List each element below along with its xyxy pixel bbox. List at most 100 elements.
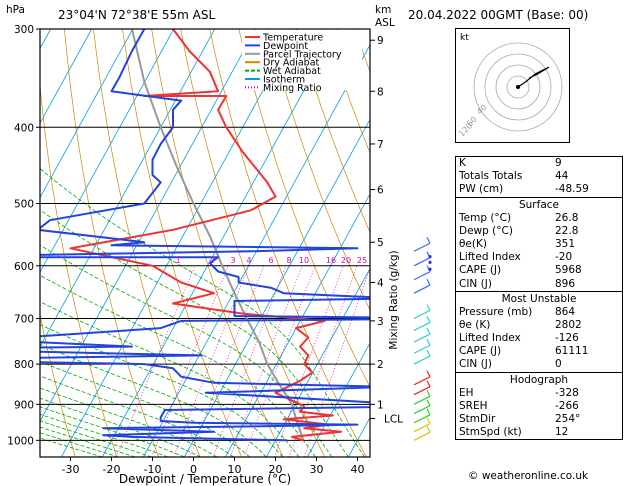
most-unstable-section: Most Unstable Pressure (mb) 864 θe (K) 280…	[456, 290, 622, 372]
wind-barb-flag	[426, 349, 431, 357]
wind-dot	[428, 254, 432, 259]
pressure-tick-label: 1000	[7, 435, 34, 447]
surface-label: CAPE (J)	[459, 264, 502, 277]
surface-value: 5968	[555, 264, 582, 277]
dry-adiabat-line	[325, 29, 370, 154]
hodograph-panel: kt 40 60 120	[455, 28, 570, 143]
mu-label: θe (K)	[459, 318, 491, 331]
surface-value: 351	[555, 237, 576, 250]
isotherm-line	[40, 29, 175, 273]
mixing-ratio-label: 25	[357, 256, 367, 265]
surface-row: Dewp (°C) 22.8	[456, 225, 622, 238]
surface-value: 896	[555, 277, 576, 290]
hodograph-unit-label: kt	[460, 33, 469, 43]
temperature-tick-label: -30	[62, 463, 80, 476]
surface-label: θe(K)	[459, 237, 487, 250]
pressure-tick-label: 900	[14, 399, 34, 411]
km-tick-label: 1	[377, 399, 384, 411]
surface-row: θe(K) 351	[456, 238, 622, 251]
mu-label: CAPE (J)	[459, 345, 502, 358]
wind-barb-flag	[426, 327, 431, 335]
mu-value: -126	[555, 332, 579, 345]
wind-barb	[413, 431, 431, 441]
mixing-ratio-line	[212, 265, 287, 457]
surface-row: Temp (°C) 26.8	[456, 212, 622, 225]
mixing-ratio-label: 10	[299, 256, 309, 265]
mu-row: CIN (J) 0	[456, 358, 622, 371]
dry-adiabat-line	[238, 29, 370, 388]
wet-adiabat-line	[40, 361, 251, 457]
isotherm-line	[40, 29, 93, 124]
hodograph-section: Hodograph EH -328 SREH -266 StmDir 254° Stm…	[456, 371, 622, 440]
mixing-ratio-label: 16	[326, 256, 336, 265]
wet-adiabat-line	[40, 324, 284, 457]
wind-barb	[413, 344, 431, 354]
mu-row: CAPE (J) 61111	[456, 345, 622, 358]
mixing-ratio-line	[288, 265, 358, 457]
wind-barb	[413, 333, 431, 343]
surface-title: Surface	[518, 198, 559, 211]
hodograph-ring-label: 40	[475, 103, 489, 117]
hodograph-title: Hodograph	[509, 373, 569, 386]
totals-row: Totals Totals 44	[456, 170, 622, 183]
mu-label: Lifted Index	[459, 332, 521, 345]
wind-barb-flag	[426, 417, 431, 424]
surface-value: -20	[555, 251, 573, 264]
isotherm-line	[40, 29, 52, 50]
wind-barb-flag	[426, 370, 431, 378]
hodograph-ring	[506, 75, 530, 99]
hodo-label: EH	[459, 386, 474, 399]
pressure-tick-label: 400	[14, 122, 34, 134]
mu-row: Lifted Index -126	[456, 332, 622, 345]
pw-row: PW (cm) -48.59	[456, 183, 622, 196]
pressure-tick-label: 700	[14, 313, 34, 325]
asl-unit-label: ASL	[375, 17, 395, 29]
wind-barb	[413, 271, 431, 281]
dry-adiabat-line	[180, 29, 326, 457]
temperature-tick-label: 10	[228, 463, 242, 476]
mixing-ratio-line	[189, 265, 265, 457]
mixing-ratio-label: 1	[175, 256, 180, 265]
hodo-row: StmSpd (kt) 12	[456, 426, 622, 439]
plot-area	[40, 29, 370, 457]
dry-adiabat-line	[93, 29, 201, 457]
wind-barb-flag	[426, 390, 431, 397]
temperature-line	[69, 29, 343, 442]
surface-value: 22.8	[555, 224, 579, 237]
wind-barb	[413, 423, 431, 433]
hodo-row: EH -328	[456, 387, 622, 400]
wind-barb-flag	[426, 237, 431, 244]
wind-barb-flag	[426, 304, 431, 311]
km-tick-label: 5	[377, 237, 384, 249]
mixing-ratio-label: 3	[230, 256, 235, 265]
surface-row: Lifted Index -20	[456, 251, 622, 264]
temperature-tick-label: -10	[144, 463, 162, 476]
copyright-credit: © weatheronline.co.uk	[468, 470, 589, 482]
wind-barb-flag	[426, 380, 431, 387]
temperature-tick-label: -20	[103, 463, 121, 476]
km-tick-label: 7	[377, 139, 384, 151]
mixing-ratio-label: 2	[209, 256, 214, 265]
pressure-tick-label: 600	[14, 261, 34, 273]
wind-barb	[413, 257, 431, 267]
legend-entry: Isotherm	[263, 75, 305, 86]
legend-entry: Mixing Ratio	[263, 83, 322, 94]
isotherm-line	[224, 193, 370, 457]
wind-barb-flag	[426, 338, 431, 346]
hodo-label: StmSpd (kt)	[459, 426, 522, 439]
wind-barb	[413, 284, 431, 294]
mu-value: 61111	[555, 345, 589, 358]
mu-value: 0	[555, 358, 562, 371]
wet-adiabat-line	[40, 437, 103, 457]
wind-barb	[413, 395, 431, 405]
wind-barb	[413, 376, 431, 386]
wet-adiabat-line	[40, 426, 136, 457]
datetime-title: 20.04.2022 00GMT (Base: 00)	[408, 8, 589, 22]
mixing-ratio-line	[273, 265, 344, 457]
km-tick-label: 8	[377, 86, 384, 98]
hodo-label: StmDir	[459, 413, 496, 425]
hodo-row: StmDir 254°	[456, 413, 622, 426]
km-tick-label: 6	[377, 185, 384, 197]
hodo-label: SREH	[459, 399, 488, 412]
